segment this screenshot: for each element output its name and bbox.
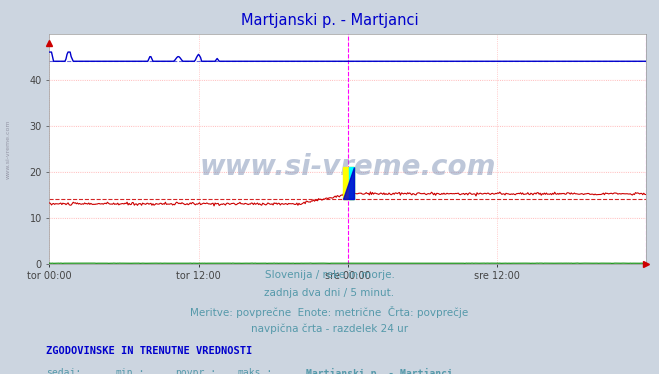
Text: zadnja dva dni / 5 minut.: zadnja dva dni / 5 minut. bbox=[264, 288, 395, 298]
Text: sedaj:: sedaj: bbox=[46, 368, 81, 374]
Bar bbox=[343, 167, 354, 199]
Text: Slovenija / reke in morje.: Slovenija / reke in morje. bbox=[264, 270, 395, 280]
Text: Martjanski p. - Martjanci: Martjanski p. - Martjanci bbox=[241, 13, 418, 28]
Text: min.:: min.: bbox=[115, 368, 145, 374]
Text: maks.:: maks.: bbox=[237, 368, 272, 374]
Text: navpična črta - razdelek 24 ur: navpična črta - razdelek 24 ur bbox=[251, 324, 408, 334]
Text: Martjanski p. - Martjanci: Martjanski p. - Martjanci bbox=[306, 368, 453, 374]
Bar bbox=[349, 167, 354, 199]
Polygon shape bbox=[343, 167, 354, 199]
Text: Meritve: povprečne  Enote: metrične  Črta: povprečje: Meritve: povprečne Enote: metrične Črta:… bbox=[190, 306, 469, 318]
Text: povpr.:: povpr.: bbox=[175, 368, 215, 374]
Text: www.si-vreme.com: www.si-vreme.com bbox=[200, 153, 496, 181]
Text: www.si-vreme.com: www.si-vreme.com bbox=[5, 120, 11, 180]
Text: ZGODOVINSKE IN TRENUTNE VREDNOSTI: ZGODOVINSKE IN TRENUTNE VREDNOSTI bbox=[46, 346, 252, 356]
